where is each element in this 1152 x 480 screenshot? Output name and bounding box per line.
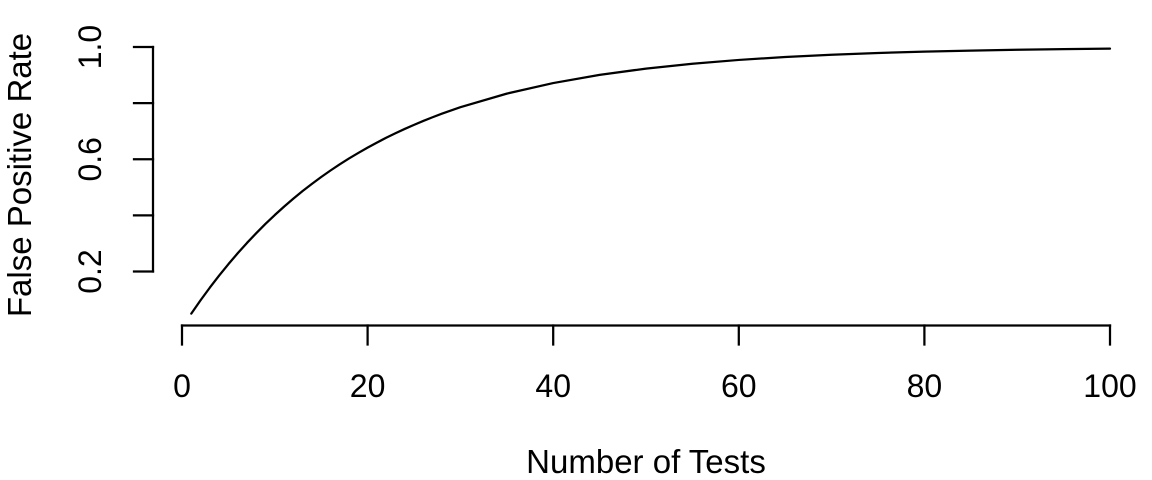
y-tick-label: 1.0	[72, 25, 108, 69]
x-tick-label: 100	[1083, 368, 1136, 404]
x-tick-label: 20	[350, 368, 386, 404]
fpr-curve	[190, 47, 1112, 315]
y-tick-label: 0.2	[72, 249, 108, 293]
x-axis-title: Number of Tests	[526, 443, 766, 480]
x-tick-label: 80	[907, 368, 943, 404]
x-tick-label: 40	[535, 368, 571, 404]
axes: 0 20 40 60 80 100 0.2 0.6 1.0	[72, 25, 1137, 404]
x-tick-label: 0	[173, 368, 191, 404]
y-axis-title: False Positive Rate	[1, 33, 38, 317]
x-tick-label: 60	[721, 368, 757, 404]
y-tick-label: 0.6	[72, 137, 108, 181]
